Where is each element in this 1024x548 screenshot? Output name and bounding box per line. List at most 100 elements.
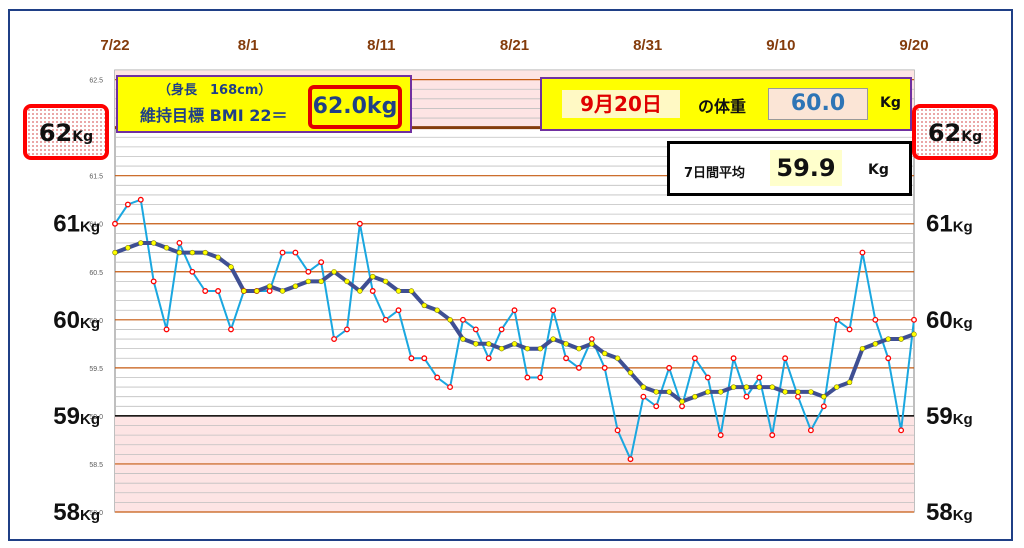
- daily-weight-point: [885, 355, 892, 362]
- y-big-label-right: 60Kg: [926, 307, 973, 334]
- daily-weight-point: [872, 316, 879, 323]
- daily-weight-point: [447, 384, 454, 391]
- average-weight-point: [511, 341, 518, 347]
- daily-weight-point: [898, 427, 905, 434]
- average-weight-point: [138, 240, 144, 246]
- average-value: 59.9: [770, 150, 842, 186]
- average-weight-point: [176, 249, 183, 256]
- daily-weight-point: [511, 307, 518, 314]
- daily-weight-point: [679, 403, 685, 410]
- daily-weight-point: [782, 355, 789, 362]
- x-tick-label: 8/1: [238, 37, 259, 54]
- average-weight-point: [576, 345, 582, 352]
- average-weight-point: [382, 278, 389, 285]
- y-big-label-left: 59Kg: [53, 403, 100, 430]
- daily-weight-point: [588, 336, 595, 342]
- average-weight-point: [756, 384, 763, 390]
- daily-weight-point: [408, 355, 415, 362]
- average-weight-point: [717, 389, 724, 395]
- daily-weight-point: [691, 355, 698, 362]
- average-weight-point: [292, 283, 299, 289]
- y-small-tick-label: 59.5: [89, 366, 103, 373]
- x-tick-label: 7/22: [100, 37, 129, 54]
- daily-weight-point: [434, 374, 441, 381]
- target-tag-right-unit: Kg: [961, 129, 983, 145]
- daily-weight-point: [795, 393, 801, 400]
- daily-weight-point: [292, 249, 299, 256]
- daily-weight-point: [472, 326, 479, 333]
- daily-weight-point: [601, 364, 608, 371]
- average-weight-point: [859, 345, 866, 352]
- daily-weight-point: [421, 355, 428, 362]
- average-weight-point: [254, 288, 260, 294]
- daily-weight-point: [627, 456, 634, 463]
- daily-weight-point: [305, 268, 312, 275]
- average-weight-point: [563, 341, 569, 347]
- daily-weight-point: [124, 201, 131, 208]
- goal-bmi-text: 維持目標 BMI 22＝: [140, 106, 288, 125]
- daily-weight-point: [537, 374, 544, 381]
- daily-weight-point: [717, 432, 724, 439]
- average-weight-point: [395, 288, 402, 294]
- average-weight-point: [215, 254, 221, 261]
- average-weight-point: [421, 302, 427, 309]
- daily-weight-point: [176, 240, 183, 246]
- x-tick-label: 8/31: [633, 37, 662, 54]
- average-weight-point: [692, 393, 698, 400]
- y-big-label-left: 60Kg: [53, 307, 100, 334]
- average-weight-point: [898, 336, 904, 342]
- average-weight-point: [769, 384, 775, 390]
- today-label: の体重: [698, 97, 747, 116]
- daily-weight-point: [563, 355, 569, 362]
- goal-height-text: （身長 168cm）: [158, 83, 272, 98]
- average-weight-point: [370, 273, 376, 280]
- average-weight-point: [885, 336, 891, 342]
- average-weight-point: [460, 336, 466, 342]
- y-big-label-right: 58Kg: [926, 499, 973, 526]
- average-weight-point: [318, 278, 324, 285]
- average-weight-point: [782, 389, 788, 395]
- seven-day-average-box: 7日間平均 59.9 Kg: [667, 141, 912, 196]
- average-weight-point: [112, 249, 118, 256]
- average-weight-point: [602, 350, 608, 357]
- daily-weight-point: [228, 326, 234, 333]
- average-weight-point: [743, 384, 750, 390]
- y-big-label-left: 61Kg: [53, 211, 100, 238]
- average-weight-point: [498, 345, 505, 352]
- daily-weight-point: [112, 220, 118, 227]
- daily-weight-point: [807, 427, 814, 434]
- daily-weight-point: [318, 259, 325, 266]
- average-weight-point: [279, 288, 286, 294]
- average-weight-point: [344, 278, 350, 285]
- average-weight-point: [666, 389, 672, 395]
- average-weight-point: [447, 317, 453, 323]
- daily-weight-point: [550, 307, 557, 314]
- y-small-tick-label: 60.5: [89, 270, 103, 277]
- daily-weight-point: [730, 355, 737, 362]
- y-small-tick-label: 59.0: [89, 414, 103, 421]
- daily-weight-point: [666, 364, 673, 371]
- average-label: 7日間平均: [684, 166, 746, 181]
- target-tag-right-value: 62: [927, 119, 962, 147]
- average-weight-point: [679, 398, 685, 405]
- average-weight-point: [202, 249, 208, 256]
- average-weight-point: [473, 341, 479, 347]
- daily-weight-point: [575, 364, 582, 371]
- daily-weight-point: [704, 374, 711, 381]
- x-tick-label: 9/20: [899, 37, 928, 54]
- average-weight-point: [911, 331, 917, 337]
- average-weight-point: [266, 283, 273, 289]
- average-weight-point: [357, 288, 363, 294]
- y-small-tick-label: 60.0: [89, 318, 103, 325]
- average-weight-point: [872, 341, 879, 347]
- daily-weight-point: [524, 374, 531, 381]
- daily-weight-point: [460, 316, 466, 323]
- average-weight-point: [730, 384, 737, 390]
- average-weight-point: [241, 288, 247, 294]
- target-tag-left: 62Kg: [23, 104, 109, 160]
- daily-weight-point: [382, 316, 389, 323]
- daily-weight-point: [215, 288, 222, 294]
- average-unit: Kg: [868, 162, 889, 178]
- average-weight-point: [408, 288, 415, 294]
- average-weight-point: [331, 269, 337, 275]
